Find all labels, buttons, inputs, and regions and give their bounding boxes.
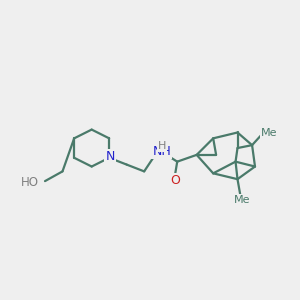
Text: O: O [170,174,180,187]
Text: Me: Me [234,195,250,205]
Text: Me: Me [261,128,278,139]
Text: NH: NH [152,146,171,158]
Text: HO: HO [21,176,39,189]
Text: H: H [158,141,166,151]
Text: N: N [106,150,115,163]
